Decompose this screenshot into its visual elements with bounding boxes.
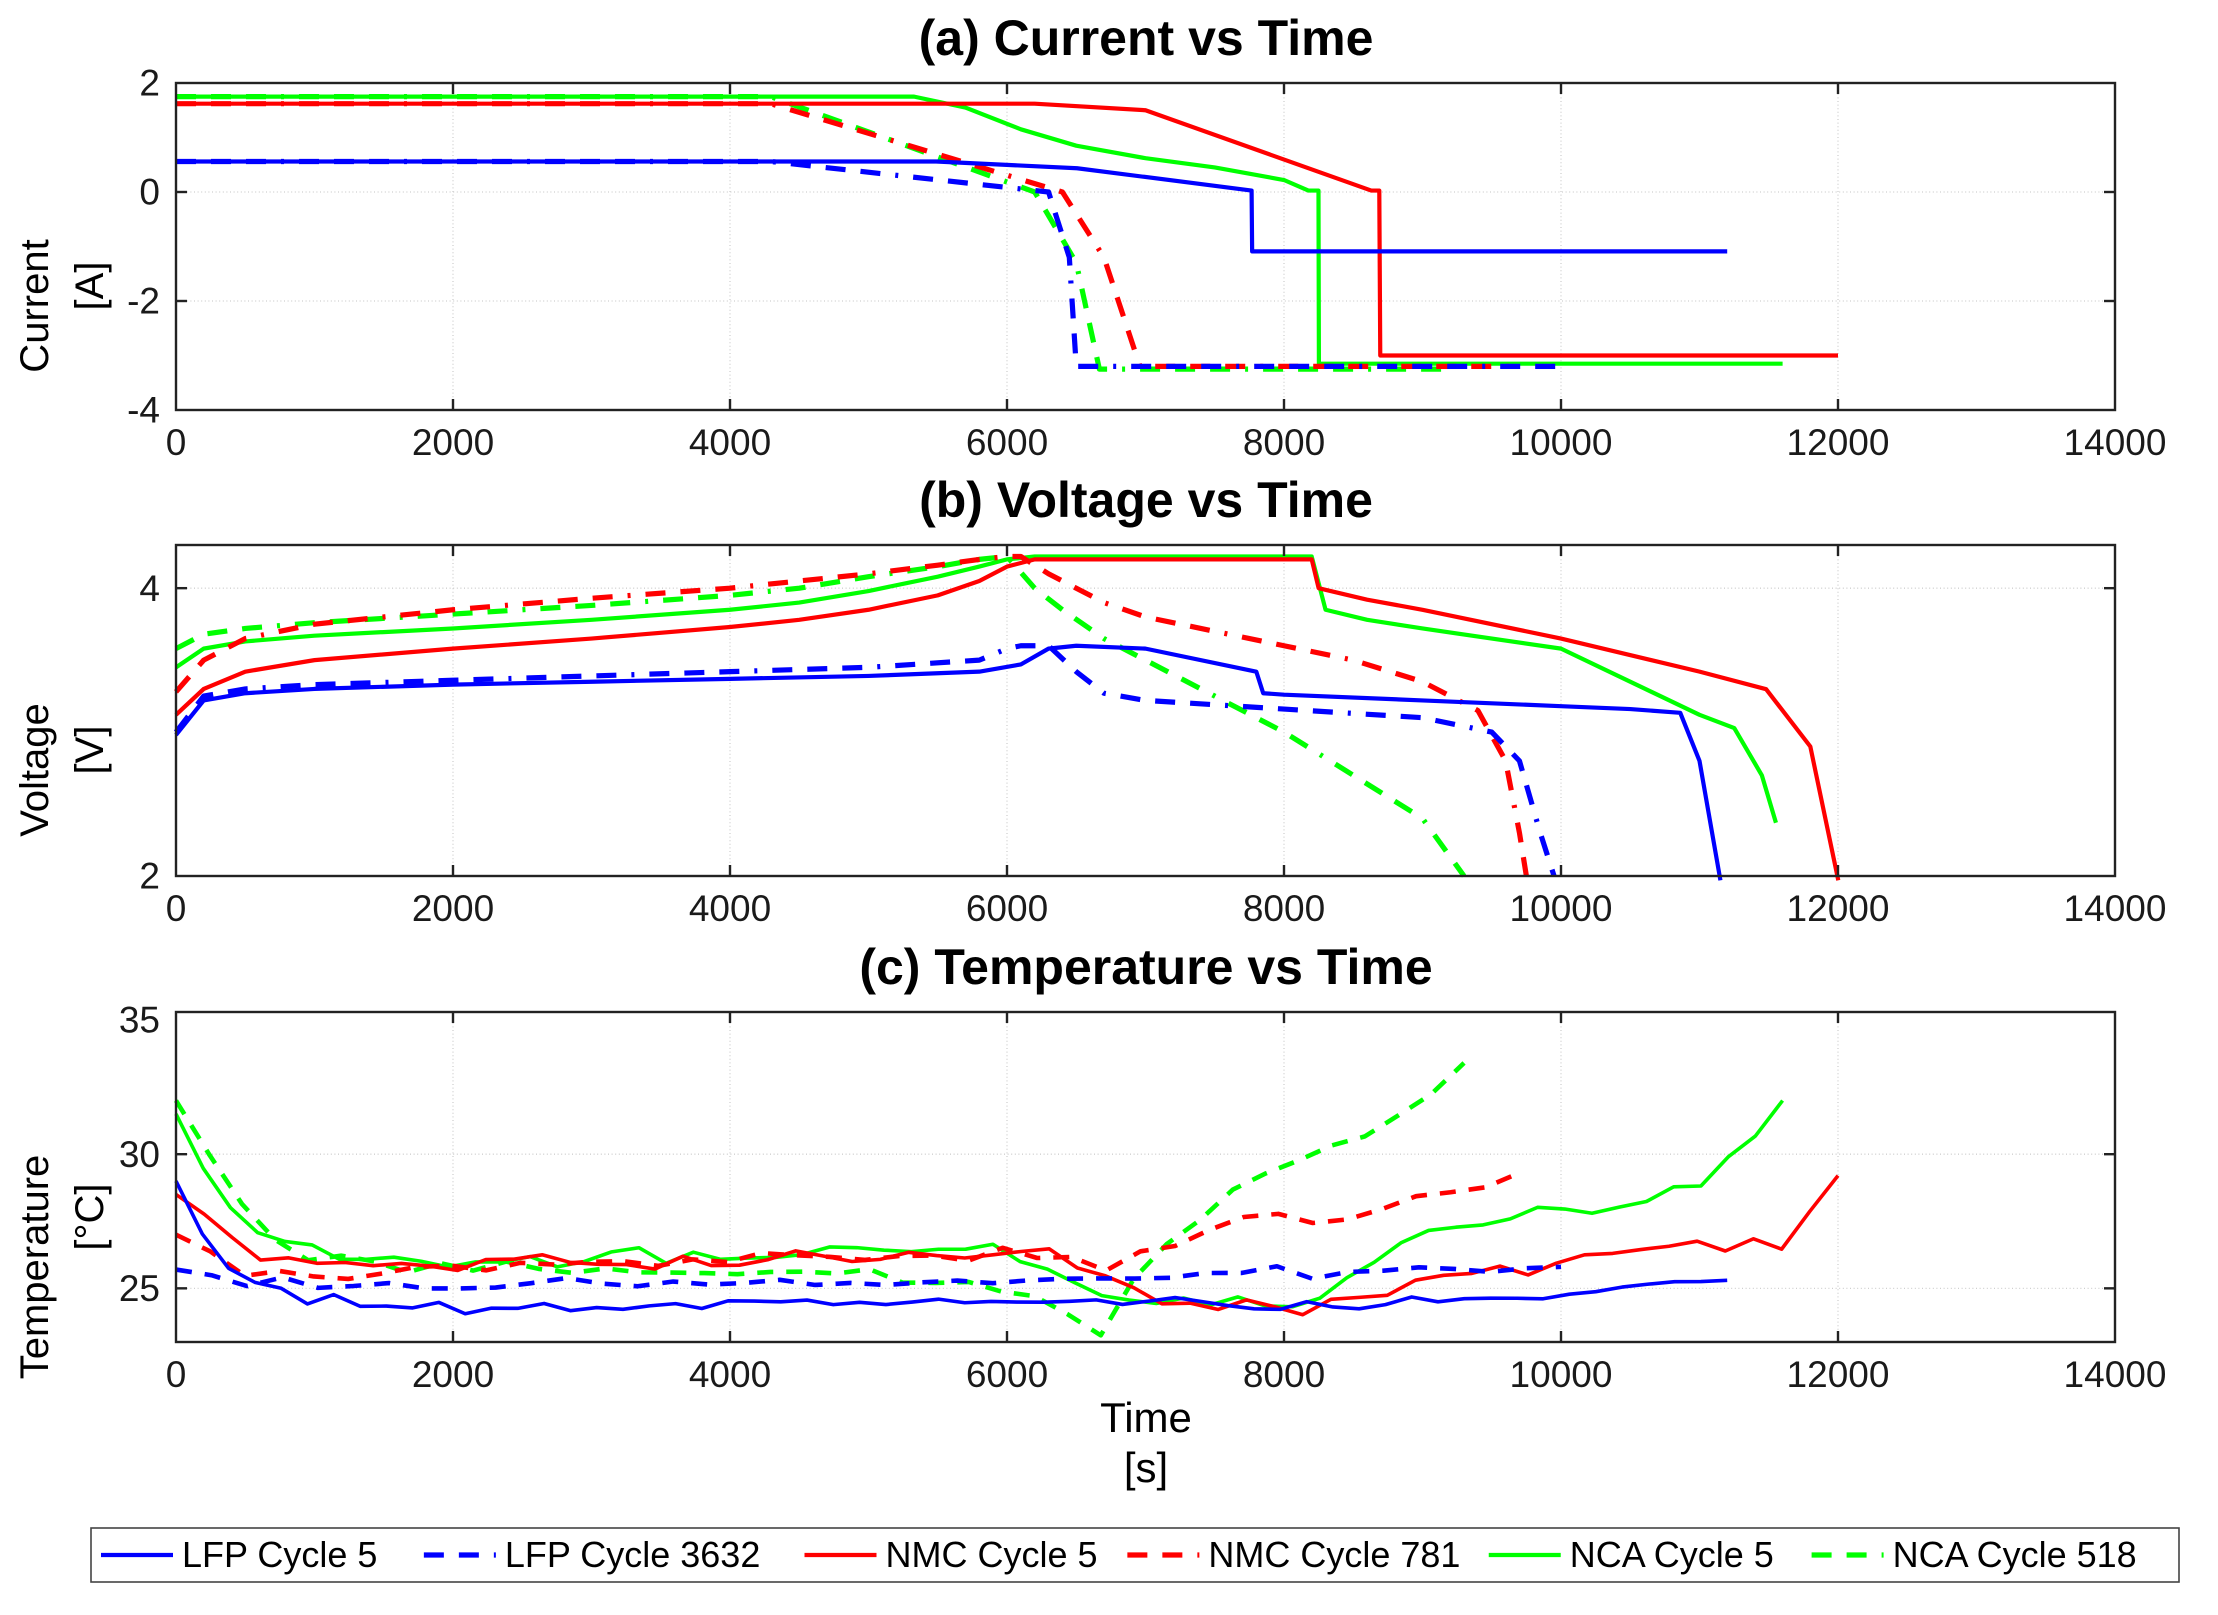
svg-text:Time: Time — [1100, 1394, 1192, 1441]
svg-text:(b) Voltage vs Time: (b) Voltage vs Time — [919, 472, 1373, 528]
svg-text:25: 25 — [119, 1268, 160, 1309]
svg-text:[V]: [V] — [68, 726, 112, 775]
svg-text:-4: -4 — [127, 390, 160, 431]
svg-text:0: 0 — [166, 422, 187, 463]
svg-text:6000: 6000 — [966, 1354, 1048, 1395]
svg-text:LFP Cycle 3632: LFP Cycle 3632 — [505, 1534, 760, 1575]
svg-text:6000: 6000 — [966, 422, 1048, 463]
svg-text:4: 4 — [139, 568, 160, 609]
svg-text:10000: 10000 — [1510, 1354, 1613, 1395]
svg-text:4000: 4000 — [689, 888, 771, 929]
svg-text:12000: 12000 — [1787, 1354, 1890, 1395]
svg-text:6000: 6000 — [966, 888, 1048, 929]
svg-text:0: 0 — [139, 172, 160, 213]
svg-text:[A]: [A] — [68, 262, 112, 311]
svg-text:0: 0 — [166, 1354, 187, 1395]
svg-text:8000: 8000 — [1243, 422, 1325, 463]
svg-text:NCA Cycle 518: NCA Cycle 518 — [1893, 1534, 2137, 1575]
svg-text:14000: 14000 — [2064, 422, 2167, 463]
svg-text:[s]: [s] — [1124, 1444, 1168, 1491]
svg-text:35: 35 — [119, 1000, 160, 1041]
svg-text:10000: 10000 — [1510, 888, 1613, 929]
svg-text:2: 2 — [139, 63, 160, 104]
svg-text:-2: -2 — [127, 281, 160, 322]
svg-text:Current: Current — [13, 239, 57, 372]
svg-text:2: 2 — [139, 856, 160, 897]
svg-text:[°C]: [°C] — [68, 1183, 112, 1250]
svg-text:NCA Cycle 5: NCA Cycle 5 — [1570, 1534, 1774, 1575]
svg-text:10000: 10000 — [1510, 422, 1613, 463]
svg-text:30: 30 — [119, 1134, 160, 1175]
svg-text:14000: 14000 — [2064, 888, 2167, 929]
svg-text:4000: 4000 — [689, 1354, 771, 1395]
svg-text:(c) Temperature vs Time: (c) Temperature vs Time — [859, 939, 1432, 995]
svg-text:8000: 8000 — [1243, 1354, 1325, 1395]
svg-text:(a) Current vs Time: (a) Current vs Time — [919, 10, 1374, 66]
svg-text:4000: 4000 — [689, 422, 771, 463]
svg-text:12000: 12000 — [1787, 888, 1890, 929]
svg-text:14000: 14000 — [2064, 1354, 2167, 1395]
svg-text:12000: 12000 — [1787, 422, 1890, 463]
svg-text:Temperature: Temperature — [13, 1155, 57, 1380]
svg-text:8000: 8000 — [1243, 888, 1325, 929]
svg-text:Voltage: Voltage — [13, 703, 57, 836]
svg-text:NMC Cycle 5: NMC Cycle 5 — [886, 1534, 1098, 1575]
svg-text:2000: 2000 — [412, 422, 494, 463]
svg-text:2000: 2000 — [412, 1354, 494, 1395]
svg-text:NMC Cycle 781: NMC Cycle 781 — [1208, 1534, 1460, 1575]
svg-text:0: 0 — [166, 888, 187, 929]
svg-text:2000: 2000 — [412, 888, 494, 929]
svg-text:LFP Cycle 5: LFP Cycle 5 — [182, 1534, 377, 1575]
